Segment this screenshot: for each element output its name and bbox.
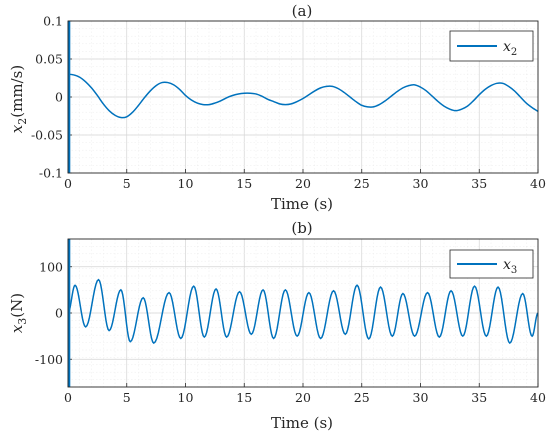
panel-a-x-ticks: 0 5 10 15 20 25 30 35 40 (64, 169, 546, 191)
panel-a-legend: x2 (449, 30, 534, 62)
panel-b-x-axis-label: Time (s) (271, 414, 333, 432)
y-tick-label: 0 (55, 306, 63, 321)
panel-b-legend: x3 (449, 249, 534, 279)
panel-a-y-label-sub: 2 (16, 118, 29, 125)
y-tick-label: -100 (35, 352, 63, 367)
panel-b-legend-var: x (503, 257, 511, 273)
panel-b: (b) -100 0 100 0 5 10 15 20 25 30 35 40 Time (s) x… (8, 219, 546, 432)
x-tick-label: 5 (123, 390, 131, 405)
x-tick-label: 25 (354, 176, 370, 191)
x-tick-label: 20 (295, 176, 311, 191)
x-tick-label: 40 (530, 176, 546, 191)
panel-b-axes-box (67, 238, 539, 388)
y-tick-label: -0.05 (31, 128, 63, 143)
panel-a-y-axis-label: x2(mm/s) (8, 65, 29, 133)
x-tick-label: 35 (471, 176, 487, 191)
panel-b-y-label-unit: (N) (8, 293, 26, 318)
y-tick-label: 0.05 (35, 52, 63, 67)
x-tick-label: 15 (236, 390, 252, 405)
panel-b-title: (b) (291, 219, 312, 237)
panel-a-x-axis-label: Time (s) (271, 195, 333, 213)
panel-b-series-x3-line (67, 278, 539, 345)
panel-a-title: (a) (292, 2, 313, 20)
panel-b-x-ticks: 0 5 10 15 20 25 30 35 40 (64, 383, 546, 405)
x-tick-label: 20 (295, 390, 311, 405)
x-tick-label: 15 (236, 176, 252, 191)
panel-a-y-label-unit: (mm/s) (8, 65, 26, 118)
panel-b-y-label-var: x (8, 324, 26, 333)
panel-b-y-ticks: -100 0 100 (35, 259, 72, 367)
x-tick-label: 0 (64, 390, 72, 405)
panel-a-series-x2-line (67, 73, 539, 119)
panel-a-axes-box (67, 20, 539, 174)
x-tick-label: 10 (178, 176, 194, 191)
y-tick-label: 100 (39, 259, 63, 274)
x-tick-label: 35 (471, 390, 487, 405)
panel-b-y-label-sub: 3 (16, 318, 29, 325)
panel-b-legend-label: x3 (503, 257, 517, 276)
y-tick-label: 0.1 (43, 14, 63, 29)
panel-a-y-label-var: x (8, 124, 26, 133)
x-tick-label: 40 (530, 390, 546, 405)
x-tick-label: 0 (64, 176, 72, 191)
y-tick-label: 0 (55, 90, 63, 105)
x-tick-label: 30 (413, 176, 429, 191)
panel-a: (a) -0.1 -0.05 0 0.05 0.1 0 5 10 15 20 25 30 35 40 T… (8, 2, 546, 213)
x-tick-label: 30 (413, 390, 429, 405)
panel-a-y-ticks: -0.1 -0.05 0 0.05 0.1 (31, 14, 72, 181)
x-tick-label: 5 (123, 176, 131, 191)
panel-a-legend-sub: 2 (511, 47, 517, 58)
x-tick-label: 10 (178, 390, 194, 405)
panel-a-legend-var: x (503, 39, 511, 55)
panel-a-legend-label: x2 (503, 39, 517, 58)
panel-b-y-axis-label: x3(N) (8, 293, 29, 333)
x-tick-label: 25 (354, 390, 370, 405)
panel-b-legend-sub: 3 (511, 265, 517, 276)
y-tick-label: -0.1 (39, 166, 63, 181)
